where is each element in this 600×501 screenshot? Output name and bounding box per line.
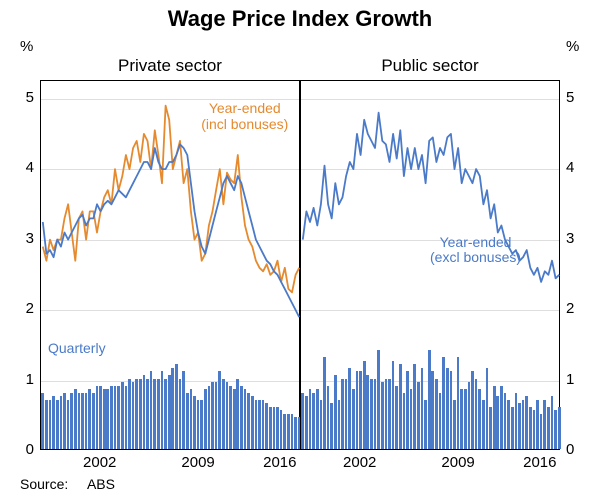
line-excl-bonuses [43,144,299,317]
panel-subtitle-private: Private sector [40,56,300,76]
panel-subtitle-public: Public sector [300,56,560,76]
label-incl-bonuses: Year-ended(incl bonuses) [201,101,288,132]
source-value: ABS [87,476,115,492]
y-tick-label: 4 [566,159,574,176]
y-tick-label: 1 [566,371,574,388]
y-tick-label: 2 [566,300,574,317]
y-tick-label: 5 [566,89,574,106]
x-tick-label: 2002 [83,454,116,471]
y-tick-label: 2 [26,300,34,317]
label-quarterly: Quarterly [48,341,106,356]
line-layer [301,81,561,451]
chart-title: Wage Price Index Growth [0,6,600,32]
x-tick-label: 2009 [441,454,474,471]
label-excl-bonuses: Year-ended(excl bonuses) [430,235,521,266]
y-tick-label: 3 [26,230,34,247]
x-tick-label: 2002 [343,454,376,471]
y-unit-left: % [20,38,33,55]
y-tick-label: 3 [566,230,574,247]
y-tick-label: 4 [26,159,34,176]
x-tick-label: 2009 [181,454,214,471]
panel-private [40,80,300,450]
y-tick-label: 0 [26,441,34,458]
y-unit-right: % [566,38,579,55]
y-tick-label: 1 [26,371,34,388]
line-layer [41,81,301,451]
y-tick-label: 5 [26,89,34,106]
source-line: Source: ABS [20,476,115,492]
source-label: Source: [20,476,68,492]
wage-price-index-figure: Wage Price Index Growth % % Private sect… [0,0,600,501]
x-tick-label: 2016 [523,454,556,471]
y-tick-label: 0 [566,441,574,458]
line-incl-bonuses [43,106,299,293]
x-tick-label: 2016 [263,454,296,471]
